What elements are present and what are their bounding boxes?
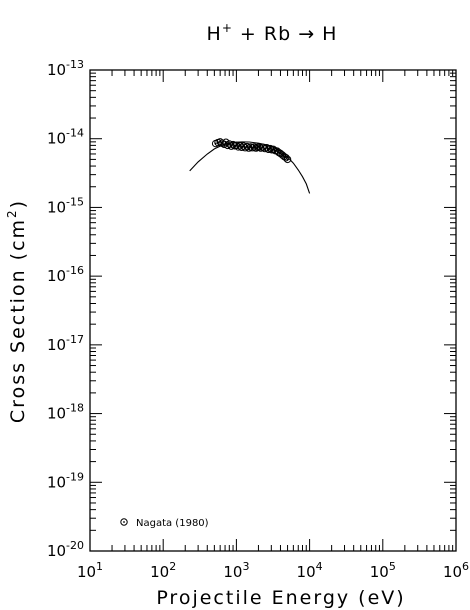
chart-title: H+ + Rb → H: [207, 21, 338, 45]
x-tick-exp: 5: [389, 560, 396, 573]
x-axis-label: Projectile Energy (eV): [156, 587, 405, 609]
x-tick-base: 10: [223, 563, 242, 581]
y-tick-exp: -13: [66, 58, 84, 71]
x-tick-exp: 2: [169, 560, 176, 573]
x-tick-base: 10: [297, 563, 316, 581]
data-point: [283, 155, 292, 164]
legend-marker-center: [123, 521, 125, 523]
y-tick-label: 10-13: [47, 58, 84, 79]
x-tick-exp: 4: [316, 560, 323, 573]
minor-ticks: [89, 70, 456, 552]
y-tick-exp: -19: [66, 470, 84, 483]
x-tick-base: 10: [370, 563, 389, 581]
y-tick-base: 10: [47, 542, 66, 560]
legend-label: Nagata (1980): [136, 518, 209, 529]
x-tick-exp: 1: [96, 560, 103, 573]
y-tick-label: 10-14: [47, 127, 84, 148]
data-point-center: [277, 151, 280, 154]
x-tick-label: 103: [223, 560, 249, 581]
y-tick-exp: -15: [66, 195, 84, 208]
y-axis-label-end: ): [7, 199, 29, 208]
x-tick-base: 10: [77, 563, 96, 581]
data-point-center: [286, 158, 289, 161]
svg-text:Cross Section (cm2): Cross Section (cm2): [5, 199, 29, 423]
y-tick-base: 10: [47, 61, 66, 79]
y-tick-exp: -18: [66, 402, 84, 415]
y-tick-exp: -17: [66, 333, 84, 346]
y-tick-label: 10-15: [47, 195, 84, 216]
y-tick-base: 10: [47, 336, 66, 354]
chart-title-base: H: [207, 23, 222, 45]
legend: Nagata (1980): [120, 518, 209, 529]
y-tick-label: 10-18: [47, 402, 84, 423]
y-tick-base: 10: [47, 405, 66, 423]
data-point: [282, 153, 290, 162]
data-point: [216, 138, 224, 146]
data-point-center: [283, 155, 286, 158]
y-tick-exp: -14: [66, 127, 84, 140]
x-tick-base: 10: [150, 563, 169, 581]
x-tick-label: 105: [370, 560, 396, 581]
y-tick-label: 10-16: [47, 264, 84, 285]
plot-border: [89, 69, 457, 552]
y-tick-base: 10: [47, 130, 66, 148]
chart-title-sup: +: [222, 21, 233, 35]
x-tick-labels: 101 102 103 104 105 106: [77, 560, 469, 581]
y-axis-label-base: Cross Section (cm: [7, 218, 29, 423]
y-axis-label-sup: 2: [5, 208, 19, 218]
y-tick-label: 10-17: [47, 333, 84, 354]
x-tick-label: 101: [77, 560, 103, 581]
legend-marker: [120, 518, 128, 526]
chart-title-rest: + Rb → H: [233, 23, 338, 45]
x-axis-label-text: Projectile Energy (eV): [156, 587, 405, 609]
x-tick-label: 104: [297, 560, 323, 581]
y-tick-exp: -20: [66, 539, 84, 552]
y-tick-base: 10: [47, 267, 66, 285]
y-tick-label: 10-19: [47, 470, 84, 491]
y-tick-base: 10: [47, 198, 66, 216]
y-tick-label: 10-20: [47, 539, 84, 560]
x-tick-base: 10: [443, 563, 462, 581]
series-layer: [189, 138, 311, 194]
y-axis-label: Cross Section (cm2): [5, 199, 29, 423]
svg-text:H+ + Rb → H: H+ + Rb → H: [207, 21, 338, 45]
plot-frame: [89, 69, 457, 552]
x-tick-label: 106: [443, 560, 469, 581]
fit-curve-line: [189, 141, 311, 194]
x-tick-exp: 3: [242, 560, 249, 573]
x-tick-label: 102: [150, 560, 176, 581]
y-tick-base: 10: [47, 473, 66, 491]
y-tick-exp: -16: [66, 264, 84, 277]
x-tick-exp: 6: [462, 560, 469, 573]
